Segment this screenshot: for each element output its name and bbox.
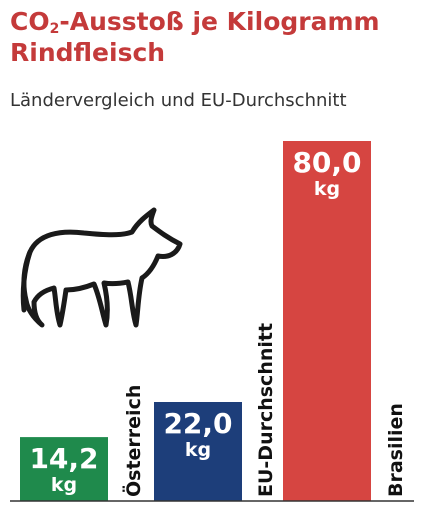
unit-label-brasilien: kg — [314, 178, 340, 200]
bar-eu-durchschnitt — [154, 402, 242, 501]
title-co: CO — [10, 7, 50, 36]
unit-label-eu-durchschnitt: kg — [185, 439, 211, 461]
category-label-österreich: Österreich — [121, 385, 145, 497]
bar-österreich — [20, 437, 108, 501]
cow-icon — [20, 207, 183, 328]
category-label-brasilien: Brasilien — [385, 403, 407, 497]
title-rest: -Ausstoß je Kilogramm Rindfleisch — [10, 7, 380, 67]
title-subscript: 2 — [49, 21, 60, 37]
bar-brasilien — [283, 141, 371, 501]
value-label-brasilien: 80,0 — [292, 146, 361, 179]
value-label-österreich: 14,2 — [29, 442, 98, 475]
chart-subtitle: Ländervergleich und EU-Durchschnitt — [10, 90, 347, 111]
category-label-eu-durchschnitt: EU-Durchschnitt — [255, 323, 277, 497]
value-label-eu-durchschnitt: 22,0 — [163, 407, 232, 440]
unit-label-österreich: kg — [51, 474, 77, 496]
chart-title: CO2-Ausstoß je Kilogramm Rindfleisch — [10, 6, 415, 68]
